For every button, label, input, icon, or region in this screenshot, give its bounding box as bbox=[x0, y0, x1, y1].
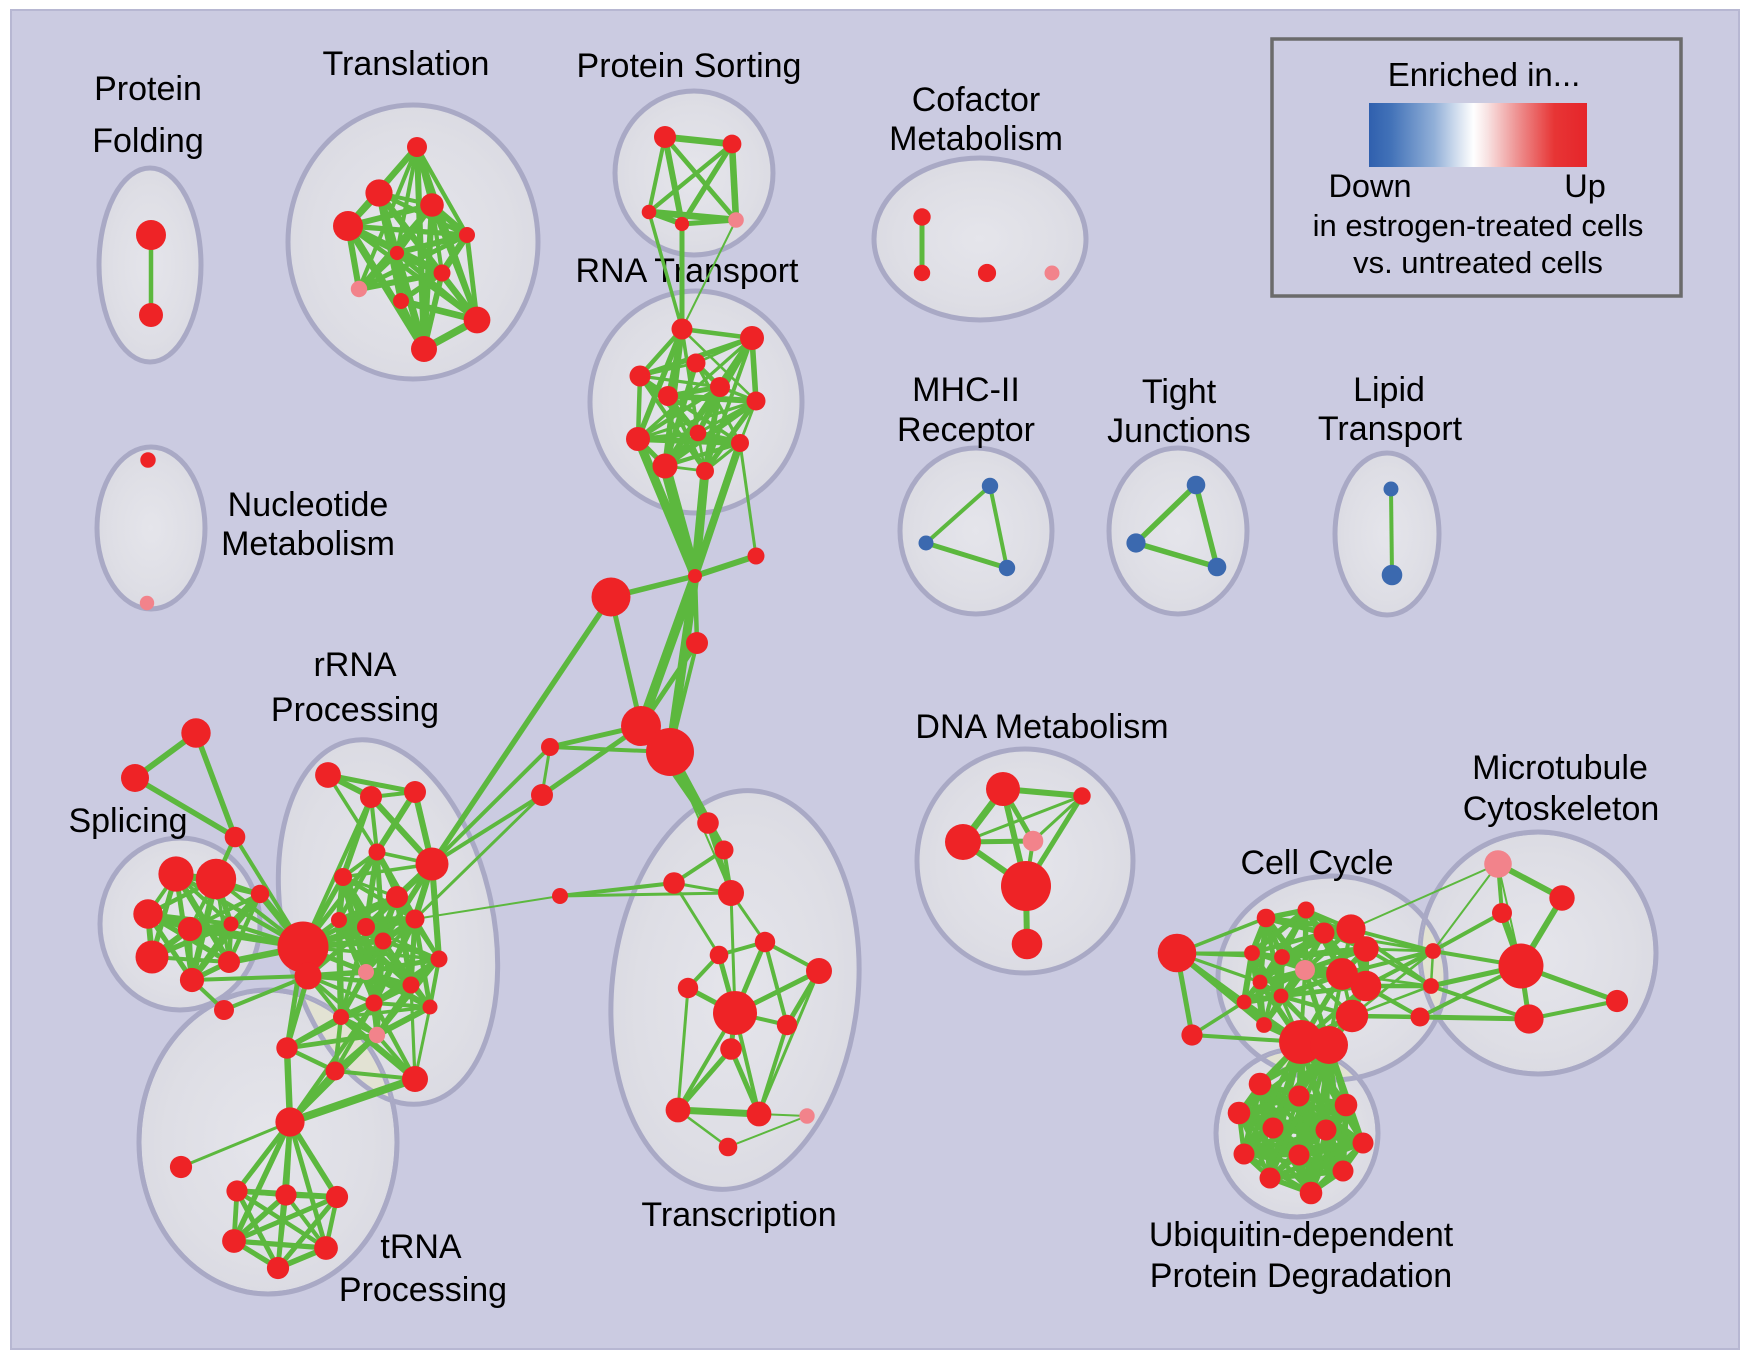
svg-text:Cytoskeleton: Cytoskeleton bbox=[1463, 790, 1660, 828]
svg-text:Tight: Tight bbox=[1142, 373, 1217, 411]
svg-text:Processing: Processing bbox=[271, 691, 439, 729]
svg-text:rRNA: rRNA bbox=[313, 646, 396, 684]
svg-text:Metabolism: Metabolism bbox=[221, 525, 395, 563]
svg-text:Lipid: Lipid bbox=[1353, 371, 1425, 409]
svg-text:Protein: Protein bbox=[94, 70, 202, 108]
svg-text:Transcription: Transcription bbox=[641, 1196, 836, 1234]
svg-text:Metabolism: Metabolism bbox=[889, 120, 1063, 158]
svg-text:RNA Transport: RNA Transport bbox=[576, 252, 800, 290]
svg-text:Ubiquitin-dependent: Ubiquitin-dependent bbox=[1149, 1216, 1454, 1254]
svg-text:Up: Up bbox=[1564, 168, 1606, 204]
svg-text:Protein Degradation: Protein Degradation bbox=[1150, 1257, 1452, 1295]
svg-text:Cell Cycle: Cell Cycle bbox=[1240, 844, 1393, 882]
svg-text:MHC-II: MHC-II bbox=[912, 371, 1020, 409]
svg-text:Enriched in...: Enriched in... bbox=[1388, 56, 1581, 93]
svg-text:Folding: Folding bbox=[92, 122, 204, 160]
svg-text:Junctions: Junctions bbox=[1107, 412, 1251, 450]
svg-text:Protein Sorting: Protein Sorting bbox=[577, 47, 802, 85]
svg-text:Nucleotide: Nucleotide bbox=[228, 486, 389, 524]
svg-text:Transport: Transport bbox=[1318, 410, 1463, 448]
svg-text:Translation: Translation bbox=[323, 45, 490, 83]
svg-text:tRNA: tRNA bbox=[380, 1228, 462, 1266]
svg-text:Cofactor: Cofactor bbox=[912, 81, 1041, 119]
svg-text:Receptor: Receptor bbox=[897, 411, 1035, 449]
svg-text:in estrogen-treated cells: in estrogen-treated cells bbox=[1313, 208, 1644, 243]
svg-text:vs. untreated cells: vs. untreated cells bbox=[1353, 245, 1603, 280]
svg-text:Splicing: Splicing bbox=[68, 802, 187, 840]
svg-text:Down: Down bbox=[1328, 168, 1411, 204]
svg-text:DNA Metabolism: DNA Metabolism bbox=[915, 708, 1168, 746]
svg-text:Processing: Processing bbox=[339, 1271, 507, 1309]
svg-text:Microtubule: Microtubule bbox=[1472, 749, 1648, 787]
